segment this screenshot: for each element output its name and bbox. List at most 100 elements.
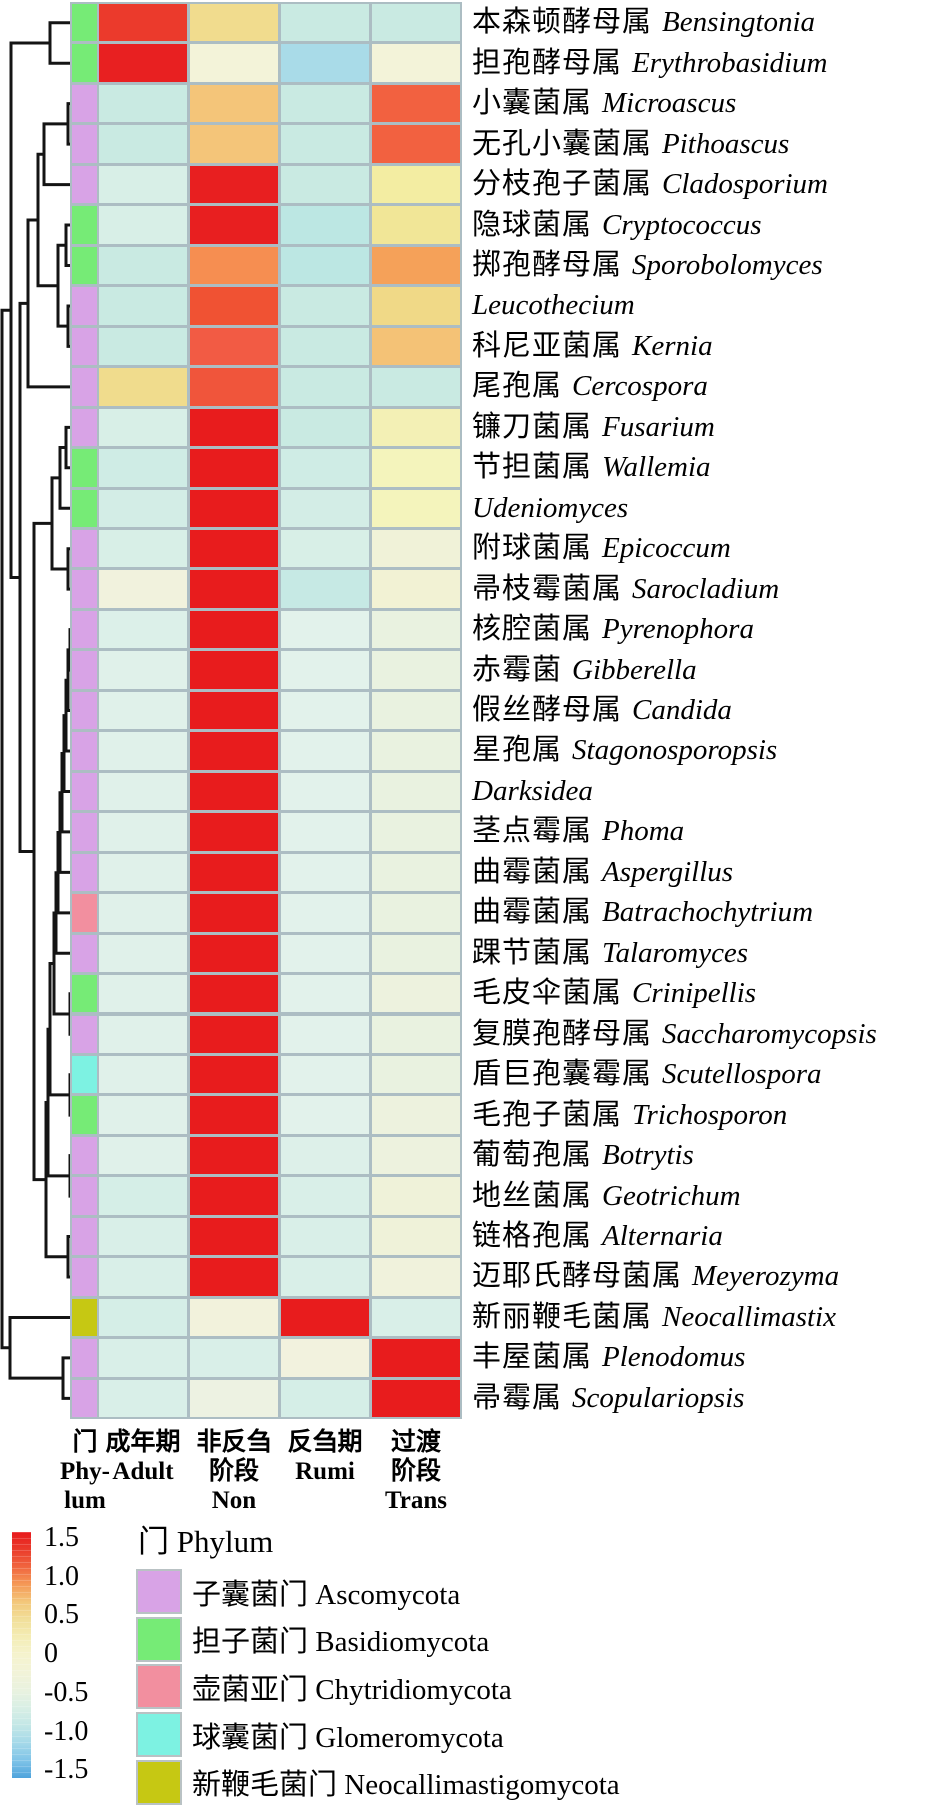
- heatmap-cell: [372, 529, 460, 568]
- row-label-latin: Neocallimastix: [662, 1300, 836, 1333]
- row-label-latin: Botrytis: [602, 1139, 694, 1172]
- row-label-latin: Microascus: [602, 87, 737, 120]
- heatmap-cell: [281, 772, 369, 811]
- row-label-cn: 曲霉菌属: [472, 896, 593, 929]
- heatmap-cell: [99, 4, 187, 42]
- row-label-latin: Darksidea: [472, 774, 593, 807]
- row-label: 掷孢酵母属 Sporobolomyces: [472, 245, 823, 285]
- heatmap-cell: [99, 1055, 187, 1094]
- row-label-latin: Batrachochytrium: [602, 896, 814, 929]
- row-label-cn: 地丝菌属: [472, 1179, 593, 1212]
- heatmap-cell: [190, 327, 278, 366]
- heatmap-cell: [372, 570, 460, 608]
- row-label-cn: 节担菌属: [472, 451, 593, 484]
- row-label-latin: Udeniomyces: [472, 491, 629, 524]
- heatmap-cell: [281, 732, 369, 770]
- colorbar-tick-label: -1.0: [44, 1715, 89, 1747]
- legend-item-label: 新鞭毛菌门 Neocallimastigomycota: [192, 1769, 620, 1802]
- row-label: 地丝菌属 Geotrichum: [472, 1176, 741, 1216]
- heatmap-cell: [372, 894, 460, 932]
- heatmap-cell: [190, 570, 278, 608]
- row-label: 节担菌属 Wallemia: [472, 448, 711, 488]
- heatmap-cell: [190, 894, 278, 932]
- heatmap-cell: [281, 408, 369, 447]
- heatmap-cell: [281, 489, 369, 527]
- row-label-cn: 盾巨孢囊霉属: [472, 1058, 653, 1091]
- heatmap-cell: [372, 772, 460, 811]
- row-label: 假丝酵母属 Candida: [472, 690, 732, 730]
- heatmap-cell: [99, 610, 187, 649]
- heatmap-cell: [190, 246, 278, 285]
- heatmap-cell: [372, 1298, 460, 1337]
- row-label-cn: 掷孢酵母属: [472, 248, 623, 281]
- heatmap-cell: [99, 327, 187, 366]
- heatmap-cell: [190, 934, 278, 973]
- row-label-latin: Kernia: [632, 329, 713, 362]
- row-label-latin: Cercospora: [572, 370, 708, 403]
- heatmap-cell: [281, 1339, 369, 1377]
- heatmap-cell: [99, 691, 187, 730]
- heatmap-cell: [99, 651, 187, 689]
- heatmap-cell: [372, 853, 460, 892]
- heatmap-cell: [99, 489, 187, 527]
- row-label: 星孢属 Stagonosporopsis: [472, 731, 777, 771]
- heatmap-cell: [190, 408, 278, 447]
- heatmap-cell: [99, 570, 187, 608]
- row-label: 丰屋菌属 Plenodomus: [472, 1338, 745, 1378]
- heatmap-cell: [190, 84, 278, 123]
- heatmap-cell: [99, 408, 187, 447]
- row-label-cn: 帚霉属: [472, 1381, 563, 1414]
- row-label-latin: Cladosporium: [662, 168, 828, 201]
- heatmap-cell: [372, 1379, 460, 1418]
- phylum-strip-cell: [72, 813, 98, 851]
- legend-item-label: 壶菌亚门 Chytridiomycota: [192, 1673, 512, 1706]
- phylum-strip-cell: [72, 368, 98, 406]
- column-label: 门 Phy- lum: [60, 1429, 110, 1514]
- heatmap-cell: [281, 1298, 369, 1337]
- row-label-latin: Cryptococcus: [602, 208, 762, 241]
- row-label-cn: 本森顿酵母属: [472, 6, 653, 39]
- heatmap-cell: [99, 44, 187, 82]
- heatmap-cell: [99, 1298, 187, 1337]
- heatmap-cell: [281, 1136, 369, 1175]
- row-label-cn: 踝节菌属: [472, 936, 593, 969]
- row-label: 帚霉属 Scopulariopsis: [472, 1378, 744, 1418]
- heatmap-cell: [372, 125, 460, 163]
- row-label-cn: 复膜孢酵母属: [472, 1017, 653, 1050]
- heatmap-cell: [281, 1217, 369, 1256]
- heatmap-cell: [281, 1096, 369, 1134]
- column-label: 非反刍 阶段 Non: [196, 1429, 272, 1514]
- heatmap-cell: [190, 165, 278, 204]
- heatmap-cell: [190, 1177, 278, 1215]
- heatmap-cell: [372, 1055, 460, 1094]
- phylum-strip-cell: [72, 1055, 98, 1094]
- heatmap-cell: [99, 368, 187, 406]
- heatmap-cell: [281, 975, 369, 1013]
- row-label: Leucothecium: [472, 286, 635, 326]
- heatmap-cell: [372, 165, 460, 204]
- heatmap-cell: [281, 1258, 369, 1296]
- row-label: 科尼亚菌属 Kernia: [472, 326, 713, 366]
- heatmap-cell: [281, 570, 369, 608]
- heatmap-cell: [190, 1339, 278, 1377]
- dendrogram-branch: [0, 308, 11, 1350]
- row-label: 踝节菌属 Talaromyces: [472, 933, 748, 973]
- heatmap-cell: [281, 853, 369, 892]
- heatmap-cell: [372, 691, 460, 730]
- heatmap-cell: [281, 813, 369, 851]
- row-label: 盾巨孢囊霉属 Scutellospora: [472, 1054, 822, 1094]
- row-label: 赤霉菌 Gibberella: [472, 650, 697, 690]
- row-label: 茎点霉属 Phoma: [472, 812, 684, 852]
- heatmap-cell: [190, 449, 278, 487]
- phylum-strip-cell: [72, 1177, 98, 1215]
- legend-swatch: [136, 1616, 182, 1662]
- row-label-cn: 附球菌属: [472, 532, 593, 565]
- row-label-cn: 核腔菌属: [472, 613, 593, 646]
- heatmap-cell: [99, 1015, 187, 1053]
- heatmap-cell: [99, 813, 187, 851]
- heatmap-cell: [99, 1379, 187, 1418]
- row-label: 迈耶氏酵母菌属 Meyerozyma: [472, 1257, 839, 1297]
- heatmap-cell: [372, 1258, 460, 1296]
- legend-swatch: [136, 1569, 182, 1614]
